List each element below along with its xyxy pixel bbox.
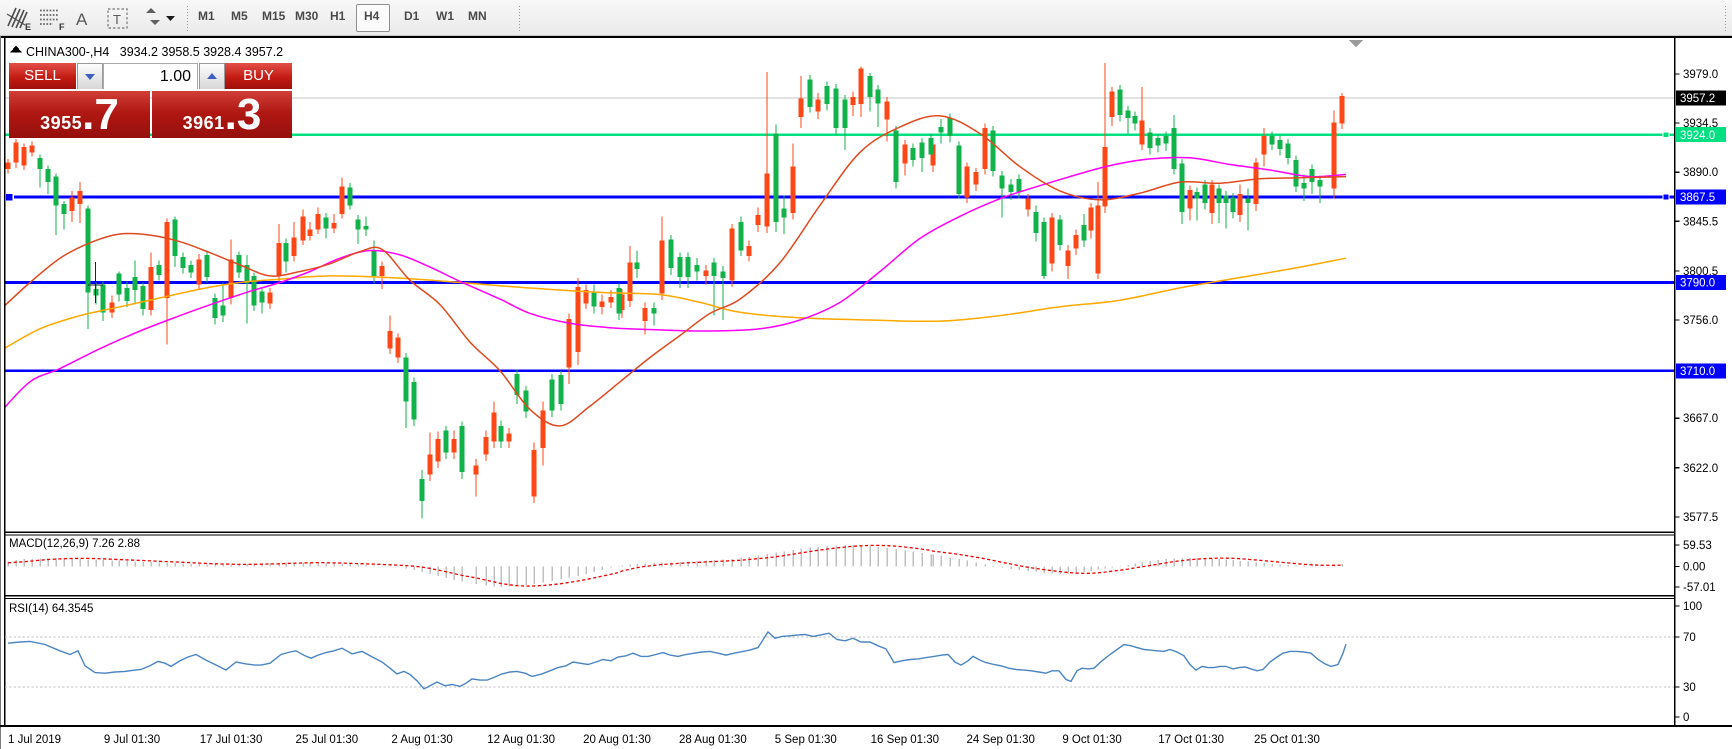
svg-text:E: E (25, 22, 31, 32)
svg-text:MACD(12,26,9) 7.26 2.88: MACD(12,26,9) 7.26 2.88 (9, 538, 140, 550)
svg-text:20 Aug 01:30: 20 Aug 01:30 (583, 734, 651, 746)
svg-text:5 Sep 01:30: 5 Sep 01:30 (775, 734, 837, 746)
svg-text:3845.5: 3845.5 (1683, 216, 1718, 228)
svg-text:3957.2: 3957.2 (1680, 93, 1715, 105)
svg-text:9 Oct 01:30: 9 Oct 01:30 (1062, 734, 1121, 746)
svg-text:25 Oct 01:30: 25 Oct 01:30 (1254, 734, 1320, 746)
svg-text:1 Jul 2019: 1 Jul 2019 (8, 734, 61, 746)
svg-text:3790.0: 3790.0 (1680, 278, 1715, 290)
svg-text:2 Aug 01:30: 2 Aug 01:30 (391, 734, 452, 746)
svg-text:3934.5: 3934.5 (1683, 118, 1718, 130)
svg-text:17 Oct 01:30: 17 Oct 01:30 (1158, 734, 1224, 746)
svg-text:3924.0: 3924.0 (1680, 130, 1715, 142)
svg-text:RSI(14) 64.3545: RSI(14) 64.3545 (9, 603, 93, 615)
svg-text:17 Jul 01:30: 17 Jul 01:30 (200, 734, 263, 746)
svg-text:CHINA300-,H4 3934.2 3958.5 3: CHINA300-,H4 3934.2 3958.5 3928.4 3957.2 (26, 45, 283, 59)
svg-text:3979.0: 3979.0 (1683, 69, 1718, 81)
svg-text:3867.5: 3867.5 (1680, 192, 1715, 204)
svg-text:30: 30 (1683, 682, 1696, 694)
svg-text:F: F (59, 22, 65, 32)
svg-text:16 Sep 01:30: 16 Sep 01:30 (871, 734, 939, 746)
svg-text:25 Jul 01:30: 25 Jul 01:30 (296, 734, 359, 746)
svg-text:-57.01: -57.01 (1683, 582, 1716, 594)
svg-text:3622.0: 3622.0 (1683, 463, 1718, 475)
svg-text:0: 0 (1683, 712, 1689, 724)
svg-text:59.53: 59.53 (1683, 540, 1712, 552)
svg-text:12 Aug 01:30: 12 Aug 01:30 (487, 734, 555, 746)
svg-text:3800.5: 3800.5 (1683, 266, 1718, 278)
svg-text:3577.5: 3577.5 (1683, 512, 1718, 524)
svg-text:9 Jul 01:30: 9 Jul 01:30 (104, 734, 160, 746)
svg-text:100: 100 (1683, 601, 1702, 613)
svg-text:0.00: 0.00 (1683, 561, 1705, 573)
svg-text:T: T (113, 12, 121, 27)
svg-text:28 Aug 01:30: 28 Aug 01:30 (679, 734, 747, 746)
svg-text:3667.0: 3667.0 (1683, 413, 1718, 425)
svg-text:3890.0: 3890.0 (1683, 167, 1718, 179)
svg-text:3756.0: 3756.0 (1683, 315, 1718, 327)
svg-text:70: 70 (1683, 632, 1696, 644)
svg-text:A: A (76, 10, 88, 29)
svg-text:3710.0: 3710.0 (1680, 366, 1715, 378)
svg-text:24 Sep 01:30: 24 Sep 01:30 (967, 734, 1035, 746)
